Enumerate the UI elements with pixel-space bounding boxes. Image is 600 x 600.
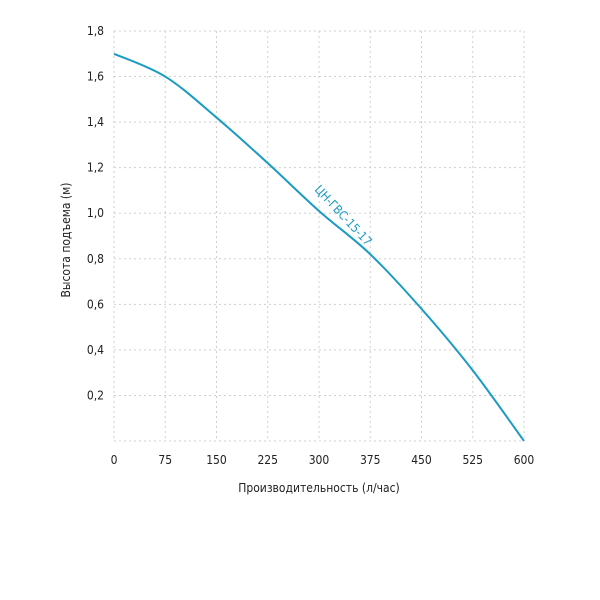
x-tick-label: 600 [514, 453, 535, 467]
curve-layer [113, 52, 525, 442]
y-tick-label: 0,4 [87, 343, 104, 357]
x-tick-label: 0 [111, 453, 118, 467]
y-tick-label: 1,2 [87, 161, 104, 175]
x-axis-title: Производительность (л/час) [238, 481, 400, 495]
y-tick-label: 1,4 [87, 115, 104, 129]
y-tick-label: 0,2 [87, 388, 104, 402]
series-label: ЦН-ГВС-15-17 [312, 182, 375, 248]
x-tick-label: 75 [158, 453, 172, 467]
x-tick-label: 300 [309, 453, 330, 467]
grid-lines [113, 30, 525, 442]
x-axis-ticks: 0 75 150 225 300 375 450 525 600 [111, 453, 535, 467]
x-tick-label: 150 [206, 453, 227, 467]
y-axis-title: Высота подъема (м) [59, 183, 73, 298]
y-tick-label: 1,0 [87, 206, 104, 220]
x-tick-label: 450 [411, 453, 432, 467]
y-tick-label: 1,6 [87, 70, 104, 84]
x-tick-label: 525 [462, 453, 483, 467]
y-axis-ticks: 0,2 0,4 0,6 0,8 1,0 1,2 1,4 1,6 1,8 [87, 24, 104, 402]
x-tick-label: 375 [360, 453, 381, 467]
series-line-0 [113, 52, 525, 442]
y-tick-label: 0,8 [87, 252, 104, 266]
y-tick-label: 0,6 [87, 297, 104, 311]
y-tick-label: 1,8 [87, 24, 104, 38]
x-tick-label: 225 [257, 453, 278, 467]
